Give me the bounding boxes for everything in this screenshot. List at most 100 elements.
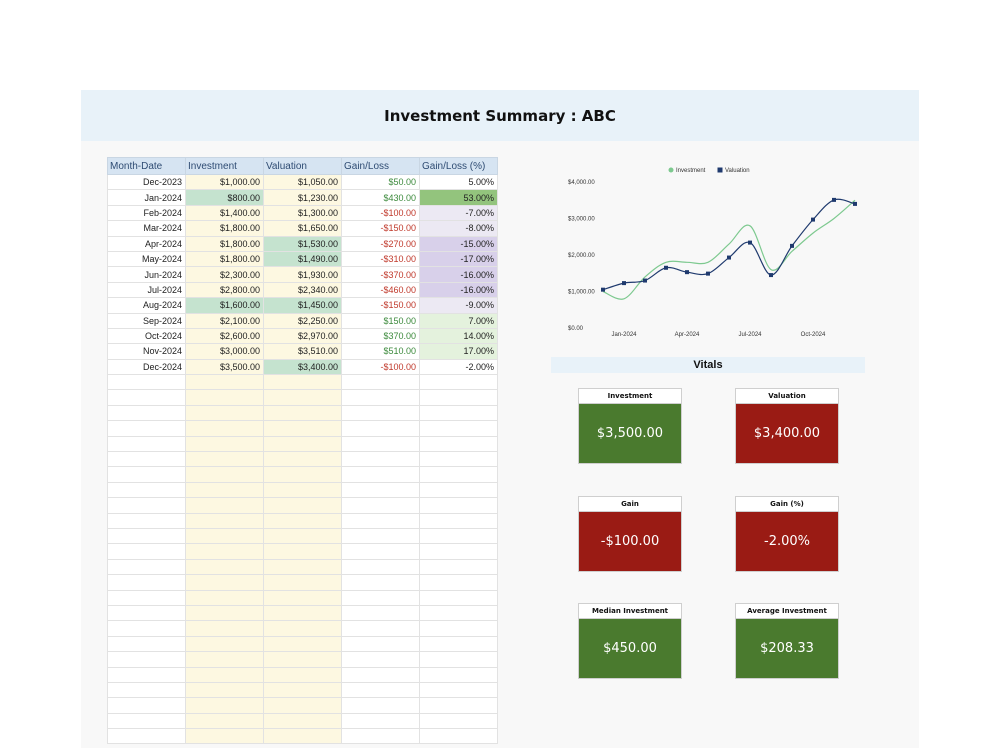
cell-valuation[interactable]: $3,510.00 bbox=[263, 343, 342, 360]
cell-gain-loss-pct[interactable]: -15.00% bbox=[419, 235, 498, 252]
empty-cell[interactable] bbox=[263, 558, 342, 576]
empty-cell[interactable] bbox=[185, 527, 264, 545]
cell-gain-loss[interactable]: -$460.00 bbox=[341, 281, 420, 299]
empty-cell[interactable] bbox=[107, 512, 186, 529]
empty-cell[interactable] bbox=[263, 527, 342, 545]
cell-valuation[interactable]: $1,650.00 bbox=[263, 220, 342, 237]
empty-cell[interactable] bbox=[341, 543, 420, 560]
cell-valuation[interactable]: $1,050.00 bbox=[263, 173, 342, 191]
empty-cell[interactable] bbox=[419, 712, 498, 730]
empty-cell[interactable] bbox=[341, 728, 420, 745]
empty-cell[interactable] bbox=[185, 589, 264, 606]
empty-cell[interactable] bbox=[419, 481, 498, 499]
cell-valuation[interactable]: $1,490.00 bbox=[263, 250, 342, 268]
empty-cell[interactable] bbox=[185, 558, 264, 576]
cell-gain-loss[interactable]: $510.00 bbox=[341, 343, 420, 360]
empty-cell[interactable] bbox=[419, 574, 498, 591]
cell-investment[interactable]: $1,800.00 bbox=[185, 250, 264, 268]
empty-cell[interactable] bbox=[419, 666, 498, 683]
header-gain-loss-pct[interactable]: Gain/Loss (%) bbox=[419, 157, 498, 175]
empty-cell[interactable] bbox=[341, 389, 420, 406]
empty-cell[interactable] bbox=[341, 374, 420, 391]
cell-gain-loss[interactable]: $430.00 bbox=[341, 189, 420, 206]
empty-cell[interactable] bbox=[185, 512, 264, 529]
cell-gain-loss[interactable]: $370.00 bbox=[341, 327, 420, 345]
cell-month-date[interactable]: Jan-2024 bbox=[107, 189, 186, 206]
cell-investment[interactable]: $1,400.00 bbox=[185, 204, 264, 222]
cell-valuation[interactable]: $2,250.00 bbox=[263, 312, 342, 329]
cell-investment[interactable]: $1,800.00 bbox=[185, 235, 264, 252]
empty-cell[interactable] bbox=[185, 451, 264, 468]
empty-cell[interactable] bbox=[263, 451, 342, 468]
cell-gain-loss-pct[interactable]: -16.00% bbox=[419, 266, 498, 283]
empty-cell[interactable] bbox=[263, 574, 342, 591]
cell-month-date[interactable]: Dec-2023 bbox=[107, 173, 186, 191]
cell-valuation[interactable]: $2,970.00 bbox=[263, 327, 342, 345]
cell-gain-loss-pct[interactable]: -8.00% bbox=[419, 220, 498, 237]
empty-cell[interactable] bbox=[341, 620, 420, 637]
cell-month-date[interactable]: Nov-2024 bbox=[107, 343, 186, 360]
cell-gain-loss[interactable]: $50.00 bbox=[341, 173, 420, 191]
cell-investment[interactable]: $3,500.00 bbox=[185, 358, 264, 376]
cell-gain-loss[interactable]: -$100.00 bbox=[341, 204, 420, 222]
empty-cell[interactable] bbox=[341, 497, 420, 514]
cell-valuation[interactable]: $1,530.00 bbox=[263, 235, 342, 252]
cell-gain-loss-pct[interactable]: -16.00% bbox=[419, 281, 498, 299]
cell-gain-loss-pct[interactable]: 7.00% bbox=[419, 312, 498, 329]
empty-cell[interactable] bbox=[419, 374, 498, 391]
empty-cell[interactable] bbox=[263, 604, 342, 622]
cell-gain-loss[interactable]: -$150.00 bbox=[341, 297, 420, 314]
cell-gain-loss[interactable]: -$150.00 bbox=[341, 220, 420, 237]
empty-cell[interactable] bbox=[185, 389, 264, 406]
empty-cell[interactable] bbox=[341, 558, 420, 576]
empty-cell[interactable] bbox=[185, 712, 264, 730]
header-valuation[interactable]: Valuation bbox=[263, 157, 342, 175]
empty-cell[interactable] bbox=[185, 604, 264, 622]
empty-cell[interactable] bbox=[107, 574, 186, 591]
cell-investment[interactable]: $1,800.00 bbox=[185, 220, 264, 237]
empty-cell[interactable] bbox=[419, 604, 498, 622]
empty-cell[interactable] bbox=[419, 435, 498, 453]
cell-gain-loss[interactable]: -$100.00 bbox=[341, 358, 420, 376]
empty-cell[interactable] bbox=[107, 558, 186, 576]
empty-cell[interactable] bbox=[419, 620, 498, 637]
empty-cell[interactable] bbox=[185, 666, 264, 683]
empty-cell[interactable] bbox=[419, 420, 498, 437]
empty-cell[interactable] bbox=[341, 589, 420, 606]
empty-cell[interactable] bbox=[263, 681, 342, 699]
empty-cell[interactable] bbox=[107, 374, 186, 391]
cell-gain-loss[interactable]: -$270.00 bbox=[341, 235, 420, 252]
empty-cell[interactable] bbox=[263, 435, 342, 453]
cell-month-date[interactable]: Mar-2024 bbox=[107, 220, 186, 237]
empty-cell[interactable] bbox=[419, 681, 498, 699]
empty-cell[interactable] bbox=[107, 589, 186, 606]
empty-cell[interactable] bbox=[263, 374, 342, 391]
empty-cell[interactable] bbox=[185, 404, 264, 422]
empty-cell[interactable] bbox=[107, 681, 186, 699]
empty-cell[interactable] bbox=[419, 558, 498, 576]
cell-investment[interactable]: $1,000.00 bbox=[185, 173, 264, 191]
cell-valuation[interactable]: $1,300.00 bbox=[263, 204, 342, 222]
cell-gain-loss-pct[interactable]: -7.00% bbox=[419, 204, 498, 222]
empty-cell[interactable] bbox=[419, 697, 498, 714]
empty-cell[interactable] bbox=[185, 651, 264, 668]
empty-cell[interactable] bbox=[341, 604, 420, 622]
empty-cell[interactable] bbox=[341, 697, 420, 714]
cell-gain-loss-pct[interactable]: 53.00% bbox=[419, 189, 498, 206]
empty-cell[interactable] bbox=[107, 435, 186, 453]
empty-cell[interactable] bbox=[185, 497, 264, 514]
empty-cell[interactable] bbox=[107, 712, 186, 730]
empty-cell[interactable] bbox=[419, 451, 498, 468]
empty-cell[interactable] bbox=[341, 651, 420, 668]
cell-gain-loss-pct[interactable]: 17.00% bbox=[419, 343, 498, 360]
empty-cell[interactable] bbox=[419, 543, 498, 560]
empty-cell[interactable] bbox=[341, 466, 420, 483]
empty-cell[interactable] bbox=[419, 512, 498, 529]
empty-cell[interactable] bbox=[419, 527, 498, 545]
cell-gain-loss[interactable]: -$370.00 bbox=[341, 266, 420, 283]
empty-cell[interactable] bbox=[107, 420, 186, 437]
cell-valuation[interactable]: $2,340.00 bbox=[263, 281, 342, 299]
empty-cell[interactable] bbox=[107, 497, 186, 514]
empty-cell[interactable] bbox=[341, 635, 420, 653]
empty-cell[interactable] bbox=[263, 697, 342, 714]
